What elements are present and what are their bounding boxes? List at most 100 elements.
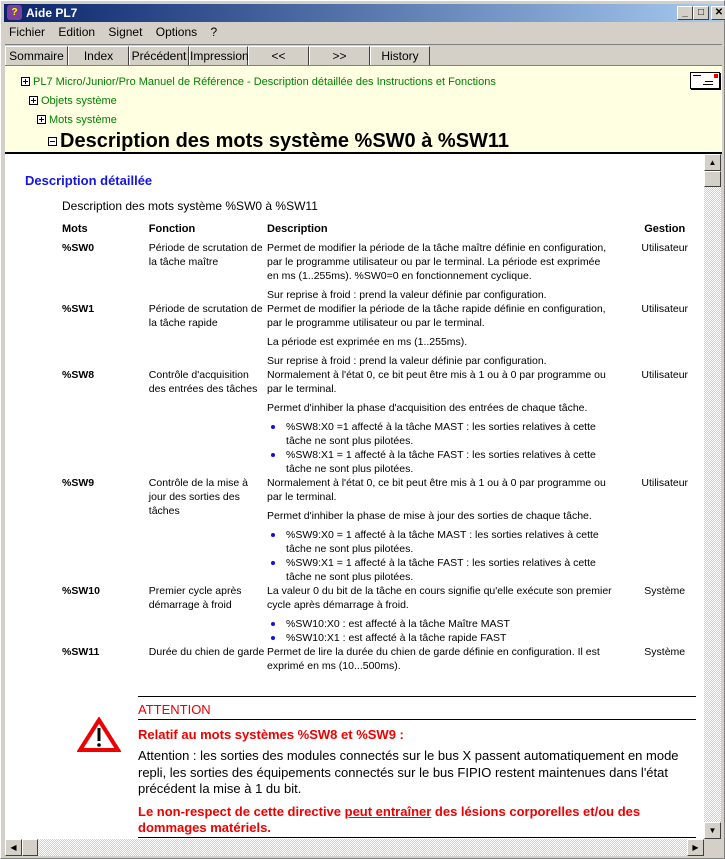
bullet-list: %SW10:X0 : est affecté à la tâche Maître… [267,617,625,645]
expand-icon[interactable] [37,115,46,124]
description-paragraph: Sur reprise à froid : prend la valeur dé… [267,355,547,367]
gestion-cell: Système [644,646,686,658]
collapse-icon[interactable] [48,137,57,146]
header-mots: Mots [62,223,88,235]
minimize-button[interactable]: _ [677,6,693,20]
table-row: %SW1 Période de scrutation de la tâche ra… [62,302,704,368]
precedent-button[interactable]: Précédent [129,46,189,66]
warning-text: des lésions corporelles et/ou des dommag… [138,803,641,835]
impression-button[interactable]: Impression [189,46,249,66]
gestion-cell: Utilisateur [641,303,689,315]
horizontal-scroll-thumb[interactable] [22,839,38,856]
bullet-list: %SW8:X0 =1 affecté à la tâche MAST : les… [267,420,625,476]
index-button[interactable]: Index [68,46,129,66]
function-cell: Période de scrutation de la tâche rapide [148,303,263,329]
size-grip[interactable] [704,839,721,856]
bullet-list: %SW9:X0 = 1 affecté à la tâche MAST : le… [267,528,625,584]
menu-help[interactable]: ? [210,25,218,39]
table-caption: Description des mots système %SW0 à %SW1… [62,199,318,213]
page-title-row: Description des mots système %SW0 à %SW1… [48,130,509,153]
gestion-cell: Système [644,585,686,597]
menu-signet[interactable]: Signet [108,25,143,39]
word-cell: %SW10 [62,585,100,597]
description-paragraph: Sur reprise à froid : prend la valeur dé… [267,289,547,301]
gestion-cell: Utilisateur [641,242,689,254]
section-title: Description détaillée [25,173,153,188]
scroll-right-button[interactable]: ▶ [687,839,704,856]
word-cell: %SW1 [62,303,95,315]
description-paragraph: La valeur 0 du bit de la tâche en cours … [267,585,612,611]
word-cell: %SW8 [62,369,95,381]
menu-fichier[interactable]: Fichier [9,25,46,39]
breadcrumb-label[interactable]: PL7 Micro/Junior/Pro Manuel de Référence… [33,76,496,88]
breadcrumb-label[interactable]: Mots système [49,114,117,126]
scroll-down-button[interactable]: ▼ [704,822,721,839]
expand-icon[interactable] [21,77,30,86]
description-paragraph: Permet d'inhiber la phase de mise à jour… [267,510,592,522]
table-row: %SW10 Premier cycle après démarrage à fro… [62,584,704,645]
warning-triangle-icon [77,717,121,752]
description-cell: Permet de modifier la période de la tâch… [267,302,625,368]
title-bar: ? Aide PL7 _ □ ✕ [4,4,725,22]
word-cell: %SW11 [62,646,100,658]
help-book-icon: ? [7,5,22,20]
header-description: Description [267,223,328,235]
table-header-row: Mots Fonction Description Gestion [62,222,704,241]
breadcrumb-label[interactable]: Objets système [41,95,117,107]
attention-box: ATTENTION Relatif au mots systèmes %SW8 … [138,696,696,838]
window-title: Aide PL7 [26,6,78,20]
table-row: %SW9 Contrôle de la mise à jour des sorti… [62,476,704,584]
system-words-table: Mots Fonction Description Gestion %SW0 Pé… [62,222,704,673]
warning-underlined: peut entraîner [344,803,432,819]
divider [138,719,696,720]
scroll-up-button[interactable]: ▲ [704,154,721,171]
browse-forward-button[interactable]: >> [309,46,370,66]
topic-header: PL7 Micro/Junior/Pro Manuel de Référence… [5,65,722,154]
description-paragraph: Permet de modifier la période de la tâch… [267,242,607,282]
warning-text: Le non-respect de cette directive [138,803,345,819]
attention-warning: Le non-respect de cette directive peut e… [138,804,696,836]
scroll-left-button[interactable]: ◀ [5,839,22,856]
header-fonction: Fonction [148,223,196,235]
maximize-button[interactable]: □ [693,6,709,20]
description-cell: La valeur 0 du bit de la tâche en cours … [267,584,625,645]
header-gestion: Gestion [644,223,686,235]
browse-back-button[interactable]: << [248,46,309,66]
page-title: Description des mots système %SW0 à %SW1… [60,130,510,152]
bullet-item: %SW8:X1 = 1 affecté à la tâche FAST : le… [267,448,607,476]
vertical-scroll-thumb[interactable] [704,171,721,187]
function-cell: Contrôle de la mise à jour des sorties d… [148,477,248,517]
breadcrumb-manual[interactable]: PL7 Micro/Junior/Pro Manuel de Référence… [21,76,496,89]
horizontal-scrollbar[interactable]: ◀ ▶ [5,839,704,856]
expand-icon[interactable] [29,96,38,105]
description-paragraph: Permet d'inhiber la phase d'acquisition … [267,402,588,414]
description-paragraph: La période est exprimée en ms (1..255ms)… [267,336,468,348]
attention-body: Attention : les sorties des modules conn… [138,748,679,796]
divider [138,836,696,838]
menu-options[interactable]: Options [155,25,198,39]
toolbar: Sommaire Index Précédent Impression << >… [5,44,722,66]
menu-edition[interactable]: Edition [58,25,96,39]
word-cell: %SW9 [62,477,95,489]
function-cell: Contrôle d'acquisition des entrées des t… [148,369,258,395]
function-cell: Période de scrutation de la tâche maître [148,242,263,268]
description-cell: Permet de lire la durée du chien de gard… [267,645,625,673]
close-button[interactable]: ✕ [711,6,725,20]
bullet-item: %SW9:X1 = 1 affecté à la tâche FAST : le… [267,556,607,584]
breadcrumb-mots[interactable]: Mots système [37,114,117,127]
history-button[interactable]: History [370,46,430,66]
description-paragraph: Normalement à l'état 0, ce bit peut être… [267,369,606,395]
feedback-mail-icon[interactable] [690,72,720,89]
attention-title: ATTENTION [138,702,211,717]
description-paragraph: Permet de lire la durée du chien de gard… [267,646,600,672]
breadcrumb-objets[interactable]: Objets système [29,95,117,108]
sommaire-button[interactable]: Sommaire [5,46,68,66]
description-cell: Normalement à l'état 0, ce bit peut être… [267,368,625,476]
vertical-scrollbar[interactable]: ▲ ▼ [704,154,721,839]
bullet-item: %SW9:X0 = 1 affecté à la tâche MAST : le… [267,528,607,556]
function-cell: Durée du chien de garde [148,646,265,658]
table-row: %SW8 Contrôle d'acquisition des entrées d… [62,368,704,476]
table-row: %SW0 Période de scrutation de la tâche ma… [62,241,704,302]
divider [138,696,696,697]
